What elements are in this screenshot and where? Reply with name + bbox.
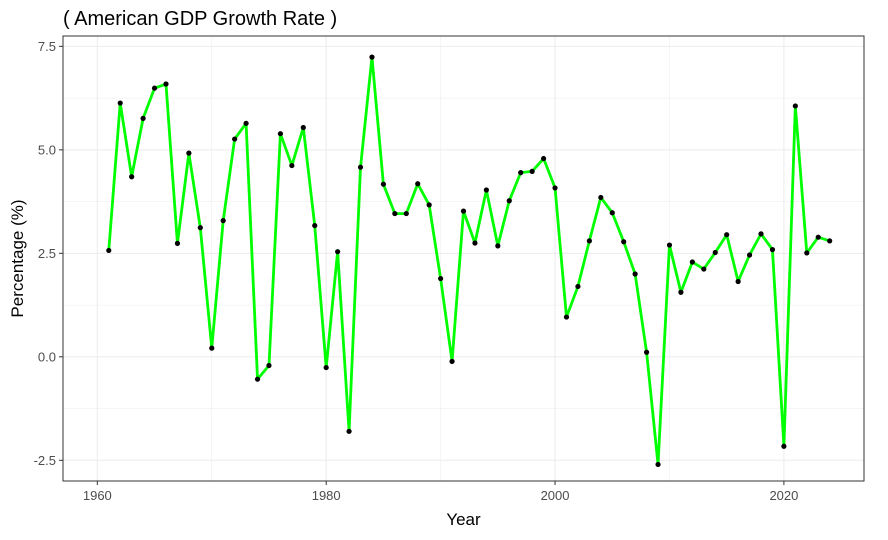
data-point (300, 124, 306, 131)
data-point (575, 283, 581, 290)
data-point (426, 202, 432, 208)
data-point (804, 250, 810, 256)
series-line (107, 55, 832, 466)
data-point (312, 222, 318, 229)
data-point (678, 289, 684, 295)
data-point (174, 240, 181, 246)
data-point (769, 247, 776, 253)
data-point (609, 210, 615, 216)
chart-title: ( American GDP Growth Rate ) (63, 8, 337, 30)
series-layer (106, 54, 833, 468)
y-tick-label: 5.0 (38, 142, 56, 157)
x-axis-title: Year (446, 510, 481, 529)
data-point (117, 100, 123, 106)
x-tick-label: 2020 (769, 488, 798, 503)
data-point (701, 266, 707, 272)
data-point (140, 115, 146, 121)
data-point (266, 362, 272, 369)
data-point (289, 162, 295, 169)
data-point (541, 155, 547, 162)
x-tick-label: 1980 (312, 488, 341, 503)
data-point (724, 232, 730, 238)
y-tick-label: 7.5 (38, 39, 56, 54)
data-point (335, 249, 341, 255)
data-point (380, 181, 386, 187)
y-tick-label: -2.5 (34, 453, 56, 468)
data-point (369, 54, 375, 60)
data-point (586, 238, 592, 244)
data-point (827, 238, 833, 244)
data-point (666, 242, 673, 248)
plot-panel (63, 36, 864, 481)
data-point (746, 252, 753, 258)
data-point (792, 103, 798, 109)
data-point (357, 164, 364, 170)
data-point (186, 150, 192, 156)
data-point (689, 259, 695, 265)
y-axis-title: Percentage (%) (8, 199, 27, 317)
x-tick-label: 2000 (541, 488, 570, 503)
data-point (277, 131, 284, 137)
data-point (392, 210, 398, 217)
data-point (758, 231, 764, 237)
y-tick-label: 2.5 (38, 246, 56, 261)
data-point (712, 249, 718, 256)
data-point (563, 314, 570, 320)
data-point (506, 198, 512, 204)
data-point (655, 461, 661, 468)
data-point (449, 358, 455, 364)
data-point (460, 208, 467, 214)
data-point (209, 345, 215, 351)
data-point (151, 85, 158, 91)
data-point (403, 210, 409, 217)
data-point (438, 275, 444, 282)
data-point (415, 181, 421, 187)
data-point (495, 243, 501, 249)
data-point (346, 428, 352, 434)
data-point (552, 185, 558, 191)
x-tick-label: 1960 (83, 488, 112, 503)
data-point (197, 225, 203, 231)
axis-ticks: 1960 1980 2000 2020 -2.5 0.0 2.5 5.0 7.5 (34, 39, 799, 503)
data-point (529, 168, 535, 174)
data-point (621, 239, 627, 245)
data-point (643, 349, 650, 355)
data-point (815, 234, 821, 240)
data-point (106, 247, 112, 254)
data-point (243, 120, 249, 126)
data-point (472, 240, 478, 246)
data-point (632, 271, 638, 277)
data-point (598, 194, 604, 201)
data-point (483, 187, 489, 193)
data-point (220, 218, 226, 224)
plot-border (62, 35, 865, 482)
data-point (518, 170, 524, 176)
data-point (254, 376, 261, 382)
data-point (232, 136, 238, 142)
data-point (735, 278, 741, 285)
grid-lines (63, 36, 864, 481)
data-point (129, 174, 135, 180)
data-point (323, 364, 329, 371)
data-point (163, 81, 169, 87)
y-tick-label: 0.0 (38, 349, 56, 364)
data-point (781, 443, 787, 449)
